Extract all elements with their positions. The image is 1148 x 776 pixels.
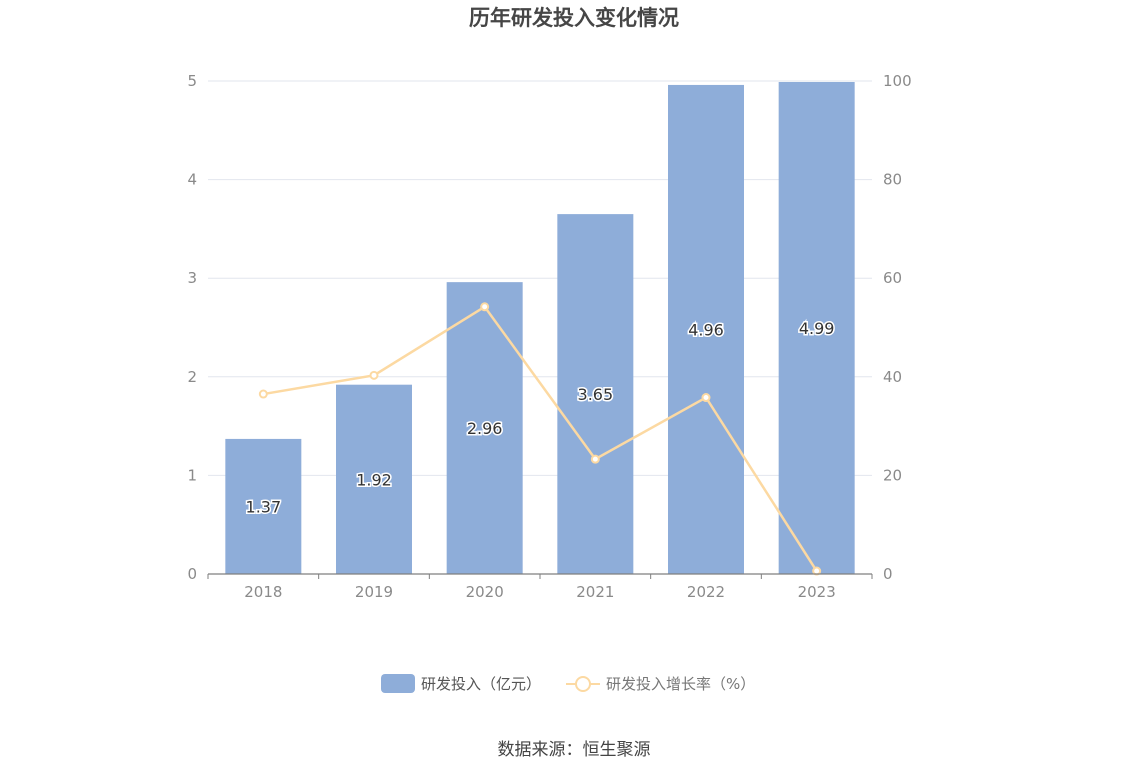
x-tick-label: 2019 (355, 583, 393, 601)
bar (668, 84, 744, 574)
line-series (258, 302, 822, 576)
right-tick-label: 40 (883, 368, 902, 386)
left-tick-label: 4 (187, 171, 197, 189)
growth-line (263, 305, 818, 572)
left-tick-label: 0 (187, 565, 197, 583)
bar (778, 81, 855, 575)
chart-title: 历年研发投入变化情况 (469, 6, 679, 30)
right-axis: 0 20 40 60 80 100 (883, 72, 912, 583)
line-point (369, 370, 379, 380)
legend-line-marker (575, 676, 591, 692)
bar-value-label: 4.99 (799, 319, 835, 338)
bar-data-labels: 1.37 1.92 2.96 3.65 4.96 4.99 (244, 317, 836, 517)
left-tick-label: 1 (187, 466, 197, 484)
line-point (590, 454, 600, 464)
x-tick-label: 2023 (798, 583, 836, 601)
x-tick-label: 2021 (576, 583, 614, 601)
right-tick-label: 60 (883, 269, 902, 287)
grid-lines (208, 80, 872, 476)
right-tick-label: 0 (883, 565, 893, 583)
bar (336, 384, 412, 574)
bar-value-label: 1.37 (246, 497, 282, 516)
left-tick-label: 3 (187, 269, 197, 287)
bar-value-label: 3.65 (578, 385, 614, 404)
bar (446, 282, 523, 574)
left-tick-label: 5 (187, 72, 197, 90)
x-tick-label: 2018 (244, 583, 282, 601)
line-point (480, 302, 490, 312)
legend-bar-swatch (381, 674, 415, 693)
x-axis: 2018 2019 2020 2021 2022 2023 (207, 573, 873, 601)
right-tick-label: 80 (883, 171, 902, 189)
bar (225, 438, 302, 574)
right-tick-label: 20 (883, 466, 902, 484)
line-point (258, 389, 268, 399)
left-tick-label: 2 (187, 368, 197, 386)
bar-series (225, 81, 855, 575)
legend: 研发投入（亿元） 研发投入增长率（%） (381, 674, 755, 693)
x-tick-label: 2022 (687, 583, 725, 601)
right-tick-label: 100 (883, 72, 912, 90)
bar-value-label: 2.96 (467, 419, 503, 438)
legend-bar-label: 研发投入（亿元） (421, 675, 541, 693)
legend-line-label: 研发投入增长率（%） (606, 675, 755, 693)
bar (557, 214, 634, 575)
legend-item-bar[interactable]: 研发投入（亿元） (381, 674, 541, 693)
left-axis: 0 1 2 3 4 5 (187, 72, 197, 583)
bar-value-label: 1.92 (356, 470, 392, 489)
legend-item-line[interactable]: 研发投入增长率（%） (566, 675, 755, 693)
bar-value-label: 4.96 (688, 320, 724, 339)
data-source: 数据来源：恒生聚源 (498, 740, 651, 760)
line-point (701, 393, 711, 403)
x-tick-label: 2020 (466, 583, 504, 601)
